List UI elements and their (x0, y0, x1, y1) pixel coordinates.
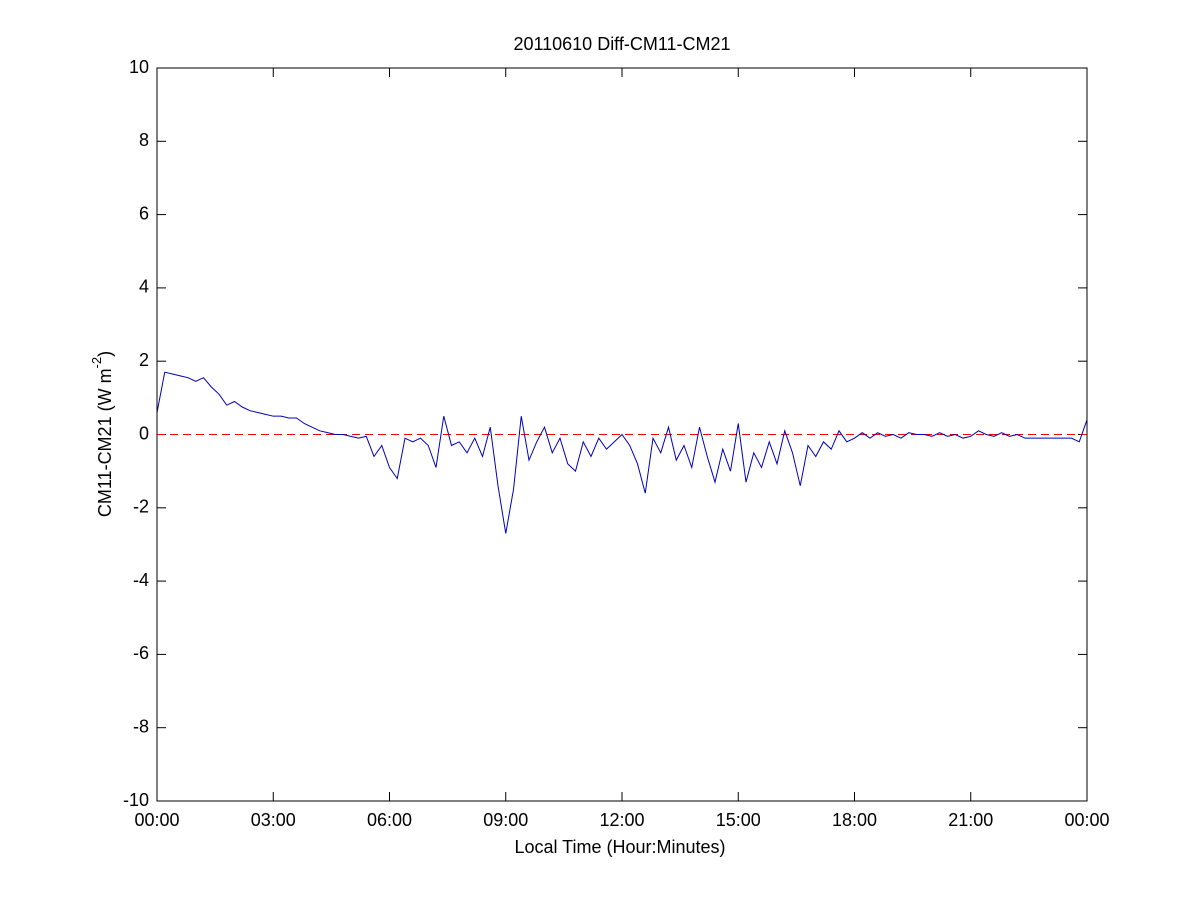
x-tick-label: 00:00 (1064, 810, 1109, 830)
data-line (156, 371, 1088, 534)
axes-box (156, 67, 1088, 802)
y-tick-label: 6 (139, 203, 149, 223)
y-axis-label-sup: -2 (89, 357, 104, 369)
y-tick-label: -4 (133, 570, 149, 590)
y-tick-label: 2 (139, 350, 149, 370)
y-tick-label: 10 (129, 57, 149, 77)
x-tick-label: 09:00 (483, 810, 528, 830)
x-tick-label: 03:00 (251, 810, 296, 830)
x-tick-label: 21:00 (948, 810, 993, 830)
y-tick-label: -6 (133, 643, 149, 663)
x-tick-label: 15:00 (716, 810, 761, 830)
x-tick-label: 12:00 (599, 810, 644, 830)
chart-title: 20110610 Diff-CM11-CM21 (513, 34, 730, 54)
x-axis-label: Local Time (Hour:Minutes) (514, 837, 725, 857)
x-tick-label: 06:00 (367, 810, 412, 830)
y-tick-label: 4 (139, 277, 149, 297)
y-tick-label: -2 (133, 497, 149, 517)
y-tick-label: -8 (133, 716, 149, 736)
y-tick-label: 0 (139, 423, 149, 443)
x-tick-label: 18:00 (832, 810, 877, 830)
y-tick-label: 8 (139, 130, 149, 150)
x-tick-label: 00:00 (134, 810, 179, 830)
y-axis-label-text: CM11-CM21 (W m (95, 368, 115, 517)
y-axis-label: CM11-CM21 (W m-2) (89, 351, 114, 517)
y-axis-label-tail: ) (95, 351, 115, 357)
y-tick-label: -10 (123, 790, 149, 810)
